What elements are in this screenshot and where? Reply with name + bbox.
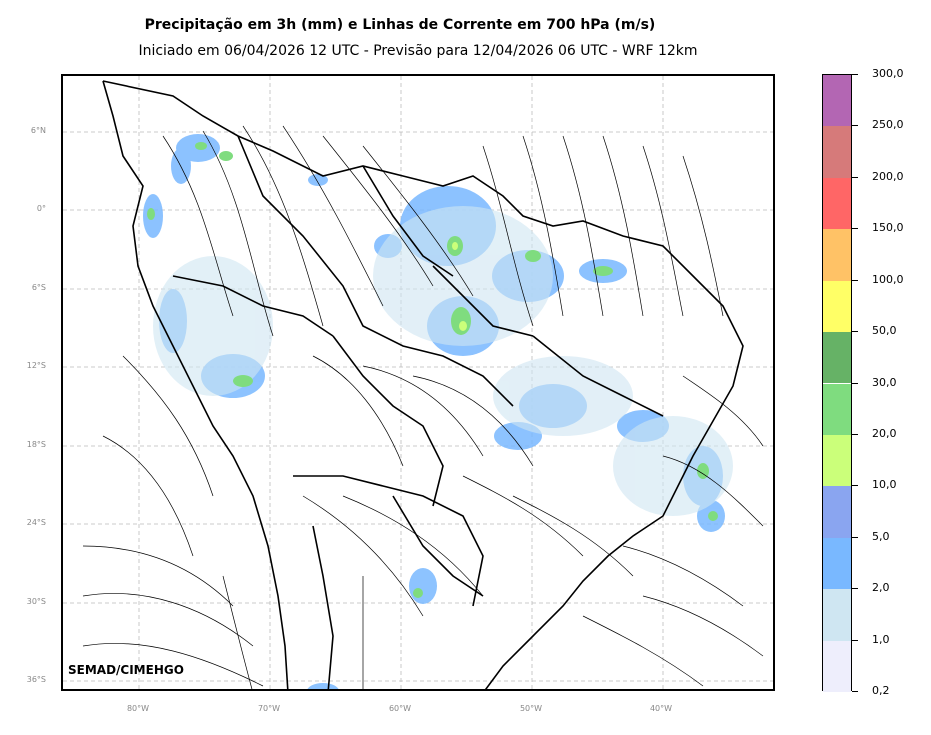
colorbar-label: 2,0 [872, 581, 890, 595]
credit-label: SEMAD/CIMEHGO [68, 663, 184, 677]
colorbar-tick [852, 485, 858, 487]
colorbar-tick [852, 176, 858, 178]
colorbar-segment [823, 640, 851, 692]
colorbar-tick [852, 382, 858, 384]
lat-label: 36°S [26, 675, 46, 684]
colorbar-tick [852, 279, 858, 281]
map-frame [61, 74, 775, 691]
colorbar-tick [852, 588, 858, 590]
map-subtitle: Iniciado em 06/04/2026 12 UTC - Previsão… [138, 43, 698, 59]
lat-label: 6°N [30, 126, 46, 135]
lat-label: 12°S [26, 361, 46, 370]
colorbar-segment [823, 177, 851, 230]
colorbar-tick [852, 331, 858, 333]
colorbar-segment [823, 486, 851, 538]
lon-label: 60°W [388, 704, 412, 713]
colorbar-tick [852, 536, 858, 538]
colorbar-tick [852, 691, 858, 692]
colorbar-label: 1,0 [872, 632, 890, 646]
colorbar-tick [852, 433, 858, 435]
colorbar-label: 50,0 [872, 324, 897, 338]
colorbar-label: 5,0 [872, 529, 890, 543]
colorbar-label: 0,2 [872, 684, 890, 697]
colorbar-label: 30,0 [872, 375, 897, 389]
lon-label: 40°W [649, 704, 673, 713]
colorbar-tick [852, 125, 858, 127]
colorbar-label: 100,0 [872, 272, 904, 286]
lat-label: 6°S [31, 283, 46, 292]
colorbar-label: 250,0 [872, 118, 904, 132]
colorbar-label: 20,0 [872, 426, 897, 440]
colorbar-label: 200,0 [872, 169, 904, 183]
colorbar-segment [823, 589, 851, 641]
colorbar-segment [823, 75, 851, 127]
colorbar-segment [823, 332, 851, 384]
colorbar-segment [823, 383, 851, 435]
colorbar-tick [852, 74, 858, 75]
lon-label: 80°W [126, 704, 150, 713]
lat-label: 0° [36, 204, 46, 213]
colorbar-segment [823, 537, 851, 590]
colorbar-label: 300,0 [872, 67, 904, 80]
lat-label: 30°S [26, 597, 46, 606]
precipitation-field [143, 134, 733, 689]
lon-label: 70°W [257, 704, 281, 713]
colorbar-segment [823, 229, 851, 281]
coastlines-and-borders [102, 80, 744, 689]
colorbar-segment [823, 126, 851, 178]
map-title: Precipitação em 3h (mm) e Linhas de Corr… [144, 17, 656, 33]
colorbar-segment [823, 280, 851, 333]
colorbar-segment [823, 434, 851, 487]
lon-label: 50°W [519, 704, 543, 713]
colorbar-tick [852, 228, 858, 230]
lat-label: 18°S [26, 440, 46, 449]
lat-label: 24°S [26, 518, 46, 527]
colorbar-label: 10,0 [872, 478, 897, 492]
streamlines [82, 125, 764, 689]
map-canvas [63, 76, 773, 689]
colorbar [822, 74, 852, 692]
colorbar-tick [852, 639, 858, 641]
colorbar-label: 150,0 [872, 221, 904, 235]
